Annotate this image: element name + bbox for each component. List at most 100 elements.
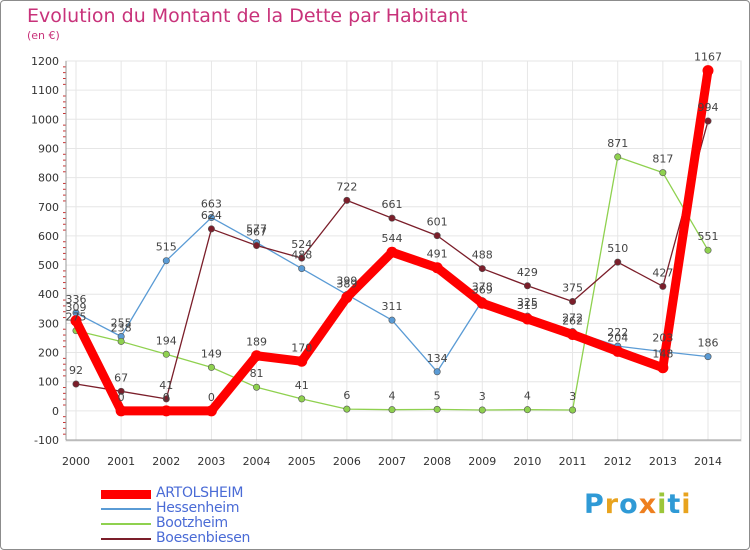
data-point (523, 282, 531, 290)
data-point (162, 350, 170, 358)
data-label: 222 (607, 326, 628, 339)
data-label: 491 (427, 248, 448, 261)
data-label: 544 (382, 232, 403, 245)
data-label: 389 (336, 277, 357, 290)
data-label: 427 (652, 266, 673, 279)
data-label: 186 (698, 337, 719, 350)
data-point (704, 117, 712, 125)
data-label: 81 (250, 367, 264, 380)
y-tick-label: -100 (34, 434, 59, 447)
y-tick-label: 0 (52, 405, 59, 418)
data-label: 524 (291, 238, 312, 251)
data-point (162, 395, 170, 403)
x-tick-label: 2011 (559, 455, 587, 468)
legend-swatch (101, 489, 151, 499)
data-label: 336 (66, 293, 87, 306)
data-label: 375 (562, 282, 583, 295)
data-label: 255 (111, 317, 132, 330)
x-tick-label: 2001 (107, 455, 135, 468)
data-label: 567 (246, 226, 267, 239)
x-tick-label: 2003 (197, 455, 225, 468)
data-point (704, 246, 712, 254)
data-point (253, 242, 261, 250)
data-label: 663 (201, 198, 222, 211)
legend-label: ARTOLSHEIM (156, 485, 244, 501)
plot-area (65, 60, 742, 442)
data-label: 148 (652, 348, 673, 361)
data-label: 3 (479, 390, 486, 403)
data-point (70, 315, 82, 327)
data-label: 134 (427, 352, 448, 365)
data-label: 315 (517, 299, 538, 312)
grid (66, 60, 741, 441)
data-point (388, 406, 396, 414)
data-label: 3 (569, 390, 576, 403)
data-label: 204 (607, 331, 628, 344)
data-point (72, 380, 80, 388)
data-label: 5 (434, 389, 441, 402)
data-point (523, 406, 531, 414)
axes: -100010020030040050060070080090010001100… (31, 55, 741, 468)
data-point (659, 282, 667, 290)
x-tick-label: 2006 (333, 455, 361, 468)
data-point (521, 313, 533, 325)
data-point (343, 405, 351, 413)
data-label: 272 (562, 312, 583, 325)
data-point (117, 337, 125, 345)
y-tick-label: 200 (38, 347, 59, 360)
data-label: 515 (156, 241, 177, 254)
y-tick-label: 100 (38, 376, 59, 389)
data-label: 41 (159, 379, 173, 392)
data-label: 309 (66, 301, 87, 314)
y-tick-label: 300 (38, 317, 59, 330)
data-label: 149 (201, 347, 222, 360)
x-tick-label: 2012 (604, 455, 632, 468)
data-label: 488 (472, 249, 493, 262)
data-label: 92 (69, 364, 83, 377)
data-point (702, 65, 714, 77)
data-label: 238 (111, 321, 132, 334)
data-label: 275 (66, 311, 87, 324)
x-tick-label: 2009 (468, 455, 496, 468)
data-point (115, 405, 127, 417)
data-point (704, 353, 712, 361)
y-tick-label: 500 (38, 259, 59, 272)
data-point (343, 196, 351, 204)
y-tick-label: 800 (38, 172, 59, 185)
data-point (207, 214, 215, 222)
data-point (433, 405, 441, 413)
y-tick-label: 700 (38, 201, 59, 214)
data-label: 6 (343, 389, 350, 402)
data-point (388, 316, 396, 324)
data-label: 551 (698, 230, 719, 243)
data-point (614, 153, 622, 161)
data-point (207, 363, 215, 371)
data-point (253, 383, 261, 391)
data-point (612, 345, 624, 357)
data-label: 0 (118, 391, 125, 404)
data-label: 369 (472, 283, 493, 296)
chart-title: Evolution du Montant de la Dette par Hab… (27, 5, 468, 27)
data-point (659, 169, 667, 177)
data-point (207, 225, 215, 233)
data-point (569, 298, 577, 306)
data-label: 4 (524, 390, 531, 403)
data-point (478, 406, 486, 414)
x-tick-label: 2007 (378, 455, 406, 468)
data-point (433, 368, 441, 376)
data-point (298, 254, 306, 262)
data-point (160, 405, 172, 417)
data-point (251, 350, 263, 362)
x-tick-label: 2014 (694, 455, 722, 468)
data-label: 262 (562, 314, 583, 327)
data-label: 722 (336, 180, 357, 193)
y-tick-label: 900 (38, 142, 59, 155)
data-point (386, 246, 398, 258)
data-point (433, 232, 441, 240)
data-point (476, 297, 488, 309)
data-point (162, 257, 170, 265)
data-point (567, 328, 579, 340)
chart-subtitle: (en €) (27, 29, 60, 42)
